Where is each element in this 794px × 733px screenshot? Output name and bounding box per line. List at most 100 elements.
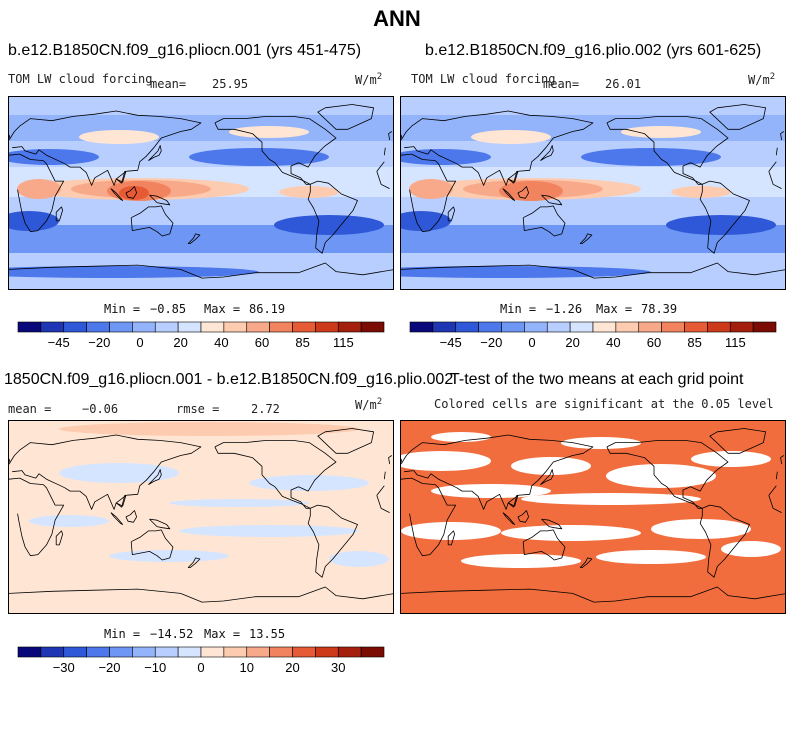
colorbar-swatch [409, 321, 434, 333]
coastline-australia [522, 529, 566, 561]
insignificant-patch-7 [501, 525, 641, 541]
field-band-arctic [401, 97, 785, 115]
colorbar-tick-label: 0 [528, 335, 535, 350]
coastline-antarctica [9, 586, 393, 603]
map-bottom-left [8, 420, 394, 614]
min-value-bottom-left: −14.52 [150, 627, 194, 641]
min-label-top-left: Min = [104, 302, 141, 316]
panel-title-bottom-right: T-test of the two means at each grid poi… [450, 371, 744, 388]
colorbar-swatch [360, 321, 385, 333]
coastline-borneo [125, 186, 137, 199]
coastline-uk [401, 455, 785, 465]
mean-value-top-left: 25.95 [212, 77, 249, 91]
colorbar-swatch [546, 321, 571, 333]
colorbar-swatch [752, 321, 777, 333]
coastline-japan [148, 469, 162, 485]
diff-neg-north-pacific [249, 475, 369, 491]
colorbar-swatch [177, 321, 202, 333]
insignificant-patch-4 [431, 484, 551, 498]
coastline-uk [401, 131, 785, 141]
insignificant-patch-1 [511, 457, 591, 475]
colorbar-svg: −45 −20 0 20 40 60 85 115 [409, 321, 777, 350]
map-canvas [401, 97, 785, 289]
insignificant-patch-3 [691, 451, 771, 467]
colorbar-swatch [707, 321, 731, 333]
colorbar-swatch [360, 646, 385, 658]
colorbar-swatch [478, 321, 502, 333]
colorbar-swatch [40, 321, 65, 333]
colorbar-swatch [200, 321, 225, 333]
colorbar-swatch [455, 321, 479, 333]
coastline-australia [130, 529, 174, 561]
coastline-antarctica [9, 262, 393, 279]
insignificant-patch-0 [401, 451, 491, 471]
colorbar-tick-label: 10 [240, 660, 254, 675]
colorbar-swatch [292, 646, 316, 658]
colorbar-tick-label: 20 [285, 660, 299, 675]
coastline-northAmerica [606, 116, 729, 185]
colorbar-swatch [154, 321, 179, 333]
colorbar-tick-label: 115 [725, 335, 746, 350]
min-label-top-right: Min = [500, 302, 537, 316]
colorbar-tick-label: −10 [144, 660, 166, 675]
diff-pos-arctic [59, 422, 359, 436]
min-label-bottom-left: Min = [104, 627, 141, 641]
max-value-top-right: 78.39 [641, 302, 678, 316]
coastline-newguinea [541, 518, 563, 530]
colorbar-swatch [315, 646, 339, 658]
insignificant-patch-11 [721, 541, 781, 557]
coastline-newguinea [149, 518, 171, 530]
colorbar-swatch [246, 321, 270, 333]
colorbar-swatch [337, 646, 362, 658]
colorbar-tick-label: 0 [197, 660, 204, 675]
coastline-borneo [125, 510, 137, 523]
colorbar-swatch [223, 646, 248, 658]
colorbar-swatch [315, 321, 339, 333]
coastline-africa [401, 153, 782, 233]
coastline-antarctica [401, 262, 785, 279]
coastline-northAmerica [214, 116, 337, 185]
diff-neg-south-atlantic [329, 551, 389, 567]
mean-label-top-left: mean= [150, 77, 187, 91]
colorbar-swatch [501, 321, 525, 333]
colorbar-swatch [569, 321, 594, 333]
colorbar-tick-label: 0 [136, 335, 143, 350]
coastline-sumatra [110, 188, 124, 201]
figure-title: ANN [373, 6, 421, 31]
colorbar-tick-label: 60 [647, 335, 661, 350]
coastline-madagascar [447, 206, 455, 222]
coastline-japan [148, 145, 162, 161]
units-bottom-left: W/m2 [355, 397, 383, 412]
coastline-sumatra [502, 512, 516, 525]
coastline-southAmerica [699, 180, 750, 254]
colorbar-swatch [292, 321, 316, 333]
coastline-northAmerica [214, 440, 337, 509]
colorbar-tick-label: −45 [48, 335, 70, 350]
units-top-left: W/m2 [355, 72, 383, 87]
coastline-greenland [317, 428, 374, 454]
coastline-madagascar [55, 530, 63, 546]
max-value-bottom-left: 13.55 [249, 627, 286, 641]
max-label-top-right: Max = [596, 302, 633, 316]
colorbar-svg: −30 −20 −10 0 10 20 30 [17, 646, 385, 675]
colorbar-tick-label: −45 [440, 335, 462, 350]
max-value-top-left: 86.19 [249, 302, 286, 316]
colorbar-swatch [200, 646, 225, 658]
field-max-north-pacific-storm [621, 126, 701, 138]
variable-label-top-right: TOM LW cloud forcing [411, 72, 556, 86]
field-min-north-pacific [581, 148, 721, 166]
mean-label-bottom-left: mean = [8, 402, 52, 416]
colorbar-tick-label: −20 [480, 335, 502, 350]
colorbar-bottom-left: −30 −20 −10 0 10 20 30 [17, 646, 388, 679]
colorbar-swatch [592, 321, 617, 333]
field-min-south-atlantic [401, 211, 451, 231]
coastline-southAmerica [699, 504, 750, 578]
min-value-top-right: −1.26 [546, 302, 583, 316]
coastline-southAmerica [307, 180, 358, 254]
field-max-indonesia [511, 186, 541, 200]
map-top-right [400, 96, 786, 290]
coastline-borneo [517, 186, 529, 199]
colorbar-swatch [17, 321, 42, 333]
colorbar-swatch [132, 321, 156, 333]
coastline-newzealand [579, 557, 593, 568]
